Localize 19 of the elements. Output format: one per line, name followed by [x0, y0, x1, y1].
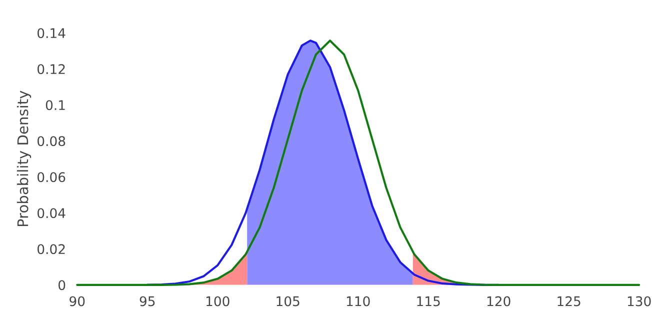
y-tick-label: 0.02: [38, 244, 65, 254]
x-tick-label: 95: [140, 296, 155, 306]
x-tick-label: 120: [487, 296, 510, 306]
y-tick-label: 0.04: [38, 208, 66, 218]
x-tick-label: 105: [276, 296, 300, 306]
y-tick-label: 0.08: [38, 136, 66, 146]
x-tick-label: 100: [206, 296, 230, 306]
x-tick-label: 115: [417, 296, 440, 306]
y-tick-label: 0.12: [38, 64, 65, 74]
y-tick-label: 0.1: [46, 100, 65, 110]
y-axis-title: Probability Density: [16, 90, 32, 226]
line-series: [76, 40, 640, 286]
x-tick-label: 110: [346, 296, 370, 306]
y-tick-label: 0.06: [38, 172, 66, 182]
x-tick-label: 125: [558, 296, 580, 306]
y-tick-label: 0.14: [38, 28, 66, 38]
x-tick-label: 130: [628, 296, 651, 306]
y-tick-label: 0: [58, 280, 66, 290]
x-tick-label: 90: [70, 296, 85, 306]
